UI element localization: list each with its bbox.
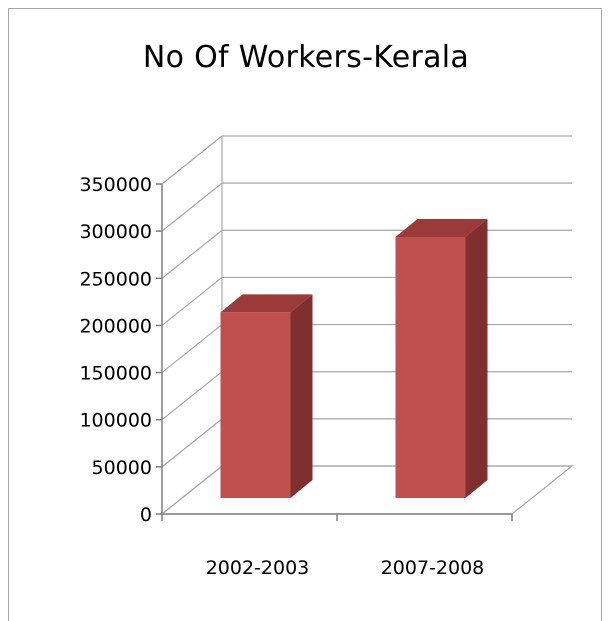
gridline-side <box>161 229 223 279</box>
y-tick-label: 250000 <box>79 268 152 290</box>
gridline-side <box>161 418 223 468</box>
y-tick-label: 100000 <box>79 410 152 432</box>
y-tick-label: 200000 <box>79 315 152 337</box>
y-tick-label: 350000 <box>79 174 152 196</box>
gridline-side <box>161 135 223 185</box>
bar-top <box>395 219 488 237</box>
y-tick-label: 0 <box>140 504 152 526</box>
chart-frame <box>8 8 602 621</box>
bar-front <box>220 312 291 498</box>
y-tick-label: 150000 <box>79 363 152 385</box>
bar <box>395 219 488 498</box>
bar-top <box>220 294 313 313</box>
gridline-side <box>161 465 223 515</box>
x-tick-label: 2007-2008 <box>381 557 485 579</box>
bars <box>220 219 488 498</box>
chart-title: No Of Workers-Kerala <box>142 40 470 75</box>
x-tick-label: 2002-2003 <box>206 557 310 579</box>
bar-side <box>465 219 488 498</box>
gridline-side <box>161 182 223 232</box>
gridline-side <box>161 276 223 326</box>
bar-front <box>395 237 466 498</box>
y-tick-labels: 0 50000 100000 150000 200000 250000 300000 3500… <box>79 174 162 526</box>
gridline-side <box>161 371 223 421</box>
bar-side <box>290 294 313 498</box>
gridline-side <box>161 324 223 374</box>
bar <box>220 294 313 498</box>
y-tick-label: 300000 <box>79 221 152 243</box>
y-tick-label: 50000 <box>92 457 152 479</box>
x-tick-labels: 2002-2003 2007-2008 <box>206 557 485 579</box>
